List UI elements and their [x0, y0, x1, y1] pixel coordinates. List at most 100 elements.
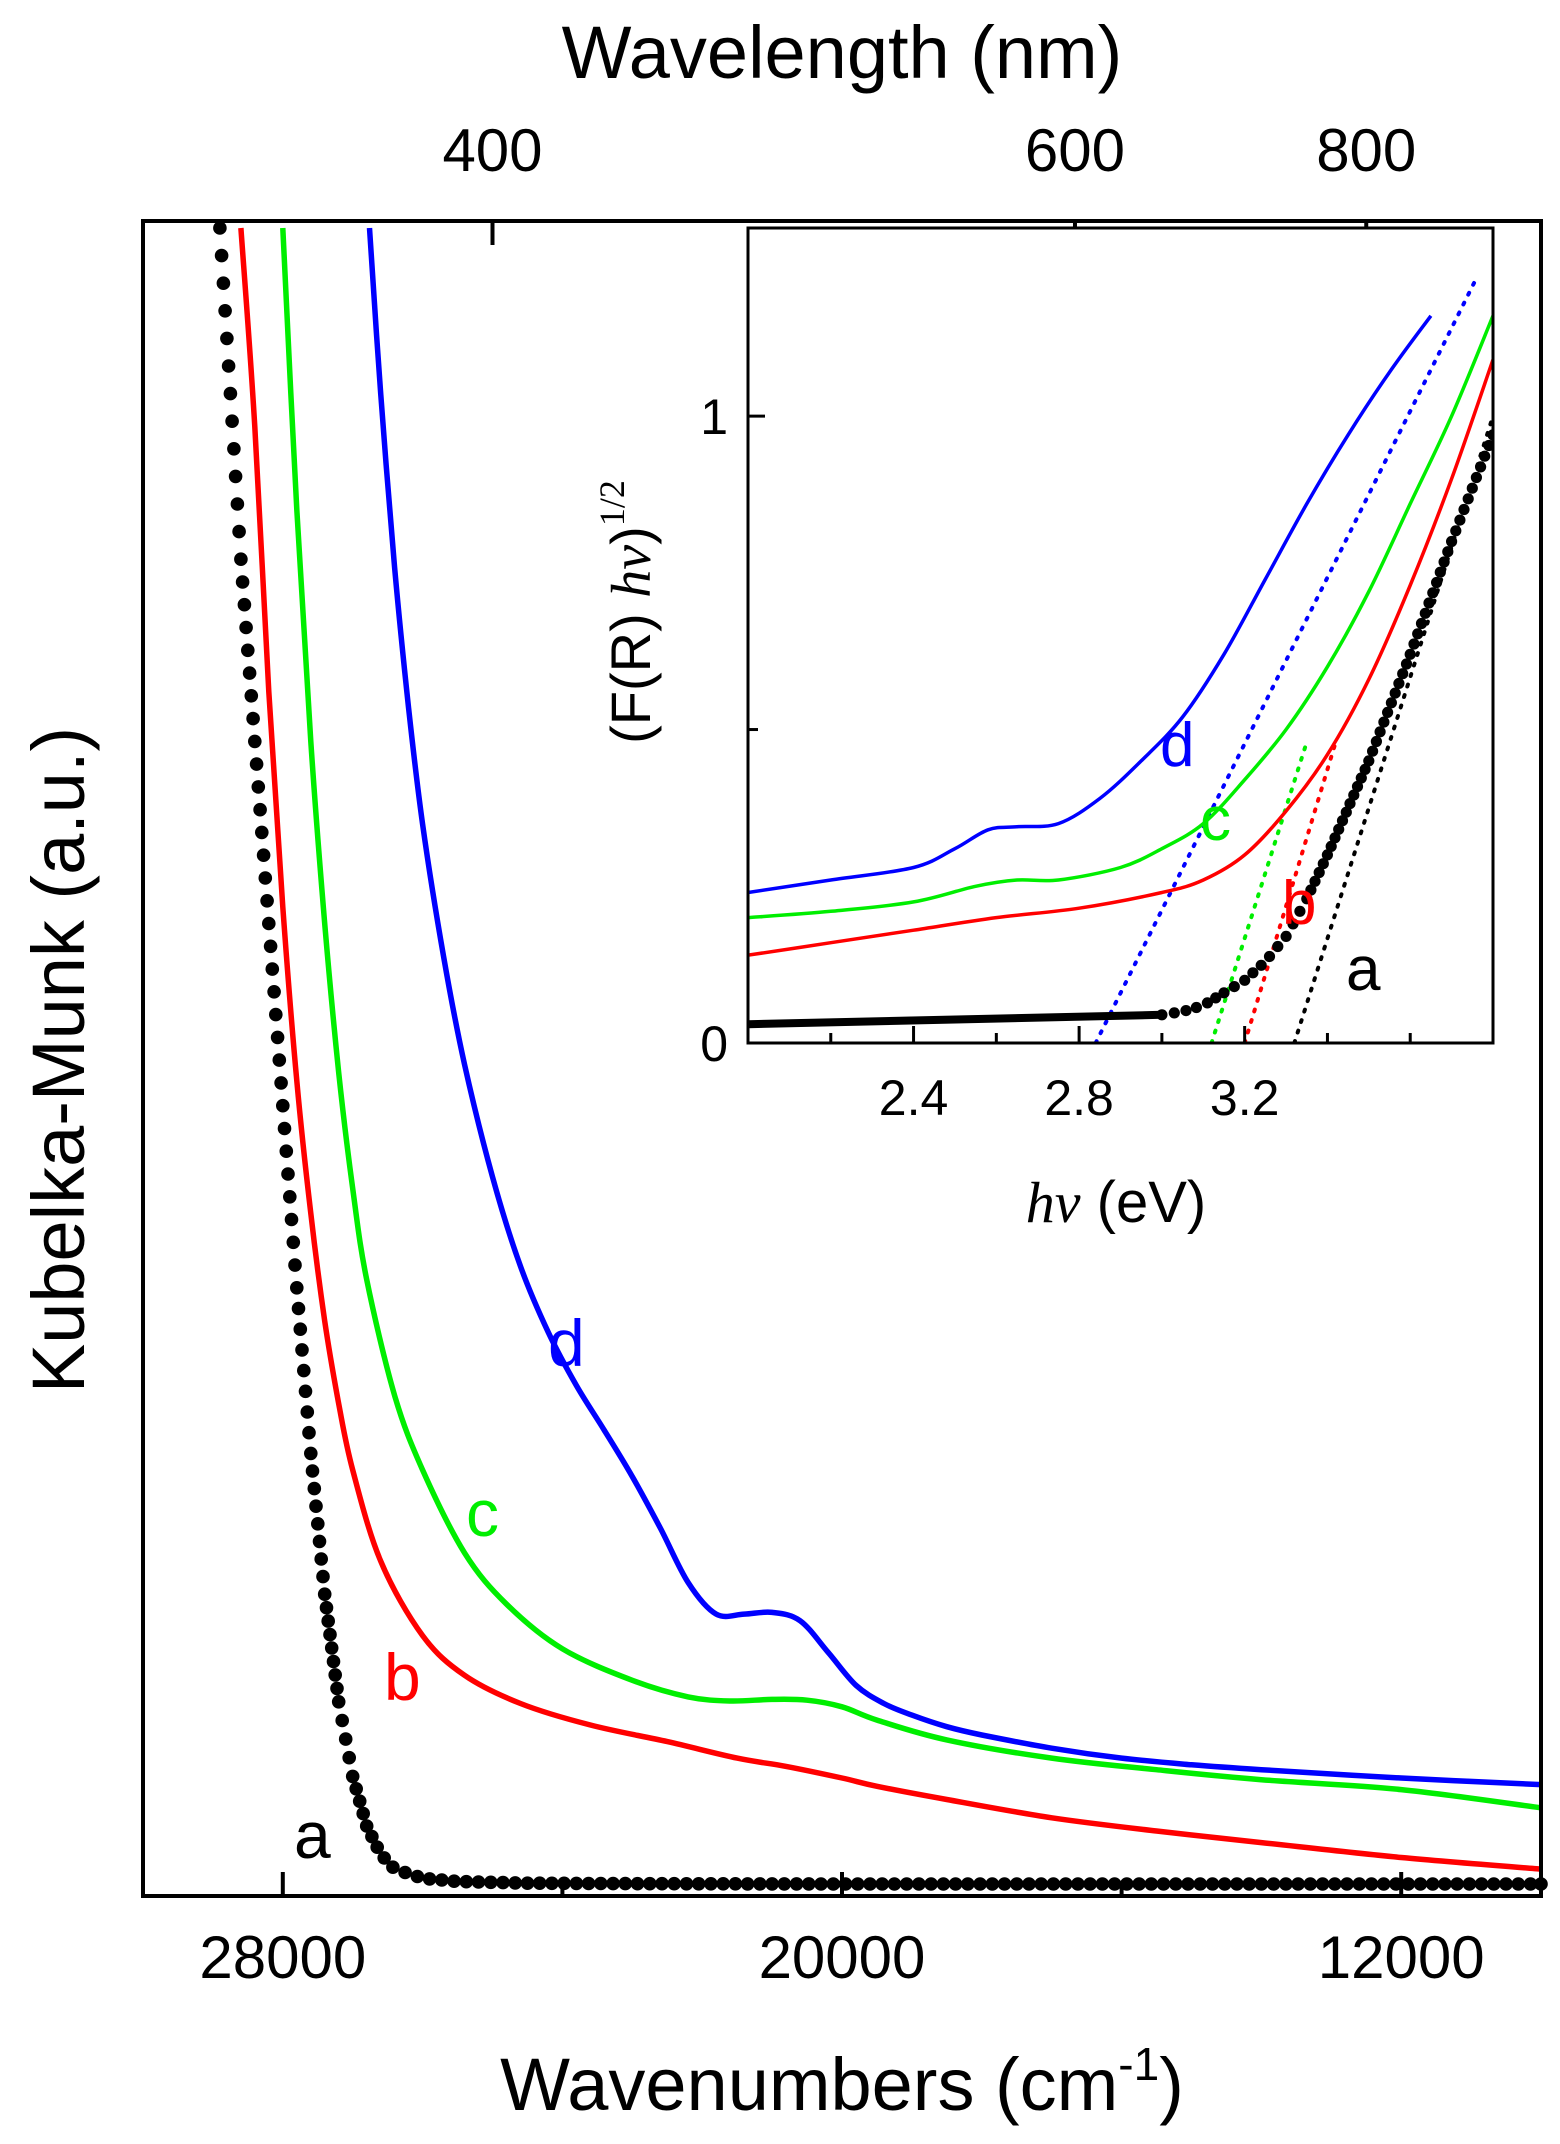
- series-a-point: [1095, 1877, 1110, 1891]
- curve-label-b: b: [384, 1640, 421, 1714]
- series-a-point: [352, 1794, 367, 1808]
- series-a-point: [997, 1877, 1012, 1891]
- series-a-point: [330, 1681, 344, 1696]
- series-a-point: [814, 1877, 828, 1891]
- series-a-point: [1156, 1877, 1171, 1891]
- series-a-point: [471, 1875, 486, 1889]
- inset-series-a-point: [1397, 668, 1409, 680]
- series-a-point: [295, 1343, 309, 1357]
- series-a-point: [253, 802, 267, 817]
- series-a-point: [1181, 1877, 1195, 1891]
- series-a-point: [249, 757, 264, 771]
- series-a-point: [1058, 1877, 1073, 1891]
- series-a-point: [290, 1281, 304, 1295]
- series-a-point: [286, 1235, 301, 1250]
- series-a-point: [1450, 1877, 1464, 1891]
- series-a-point: [237, 597, 252, 612]
- inset-series-a-point: [1351, 780, 1364, 793]
- series-a-point: [985, 1877, 1000, 1891]
- series-a-point: [704, 1877, 718, 1891]
- series-a-point: [335, 1713, 350, 1728]
- series-a-point: [254, 825, 269, 840]
- inset-x-axis-title: hν (eV): [1026, 1170, 1206, 1235]
- series-a-point: [435, 1873, 449, 1887]
- inset-x-tick-label: 3.2: [1210, 1070, 1280, 1126]
- inset-series-a-point: [1301, 893, 1313, 905]
- inset-series-a-point: [1385, 697, 1397, 709]
- inset-series-a-point: [1305, 884, 1317, 896]
- inset-series-a-point: [1228, 981, 1240, 993]
- series-a-point: [1303, 1877, 1318, 1891]
- inset-series-a-dots: [748, 429, 1493, 1029]
- series-a-point: [863, 1877, 877, 1891]
- x-tick-label: 28000: [199, 1924, 366, 1991]
- inset-x-axis-title-unit: (eV): [1081, 1170, 1207, 1235]
- inset-series-a-point: [1434, 566, 1446, 578]
- series-a-point: [1034, 1877, 1048, 1891]
- b-fit-line: [1242, 740, 1338, 1043]
- series-a-point: [284, 1212, 299, 1227]
- series-a-point: [270, 1030, 285, 1045]
- series-a-point: [300, 1405, 315, 1419]
- series-a-point: [213, 221, 227, 235]
- inset-plot: 2.4 2.8 3.2 0 1 hν (eV) (F(R) hν)1/2 a b c d: [592, 226, 1495, 1235]
- series-a-point: [655, 1876, 669, 1891]
- inset-series-a-point: [1367, 745, 1379, 757]
- series-a-point: [244, 689, 259, 703]
- series-a-point: [691, 1877, 706, 1891]
- series-a-point: [256, 848, 271, 862]
- inset-series-a-point: [1462, 493, 1474, 505]
- series-a-point: [220, 331, 234, 346]
- series-a-point: [777, 1877, 792, 1891]
- series-a-point: [1523, 1877, 1538, 1891]
- inset-series-a-point: [1454, 514, 1466, 526]
- inset-y-axis-title: (F(R) hν)1/2: [592, 480, 663, 744]
- inset-series-a-point: [1466, 482, 1478, 494]
- series-a-point: [265, 962, 280, 976]
- series-a-point: [311, 1517, 325, 1531]
- inset-series-a-point: [1393, 677, 1405, 690]
- bottom-axis-title: Wavenumbers (cm-1): [500, 2038, 1184, 2126]
- series-a-point: [1193, 1877, 1207, 1891]
- inset-series-a-point: [1329, 832, 1341, 844]
- series-a-point: [272, 1053, 287, 1067]
- inset-series-a-point: [1247, 967, 1259, 979]
- series-a-point: [297, 1363, 311, 1378]
- series-a-point: [274, 1076, 288, 1090]
- inset-series-a-point: [1483, 439, 1493, 452]
- series-a-point: [410, 1869, 425, 1884]
- series-a-point: [1242, 1877, 1256, 1891]
- series-a-point: [887, 1877, 902, 1891]
- inset-series-a-point: [1450, 525, 1462, 537]
- series-a-point: [1352, 1877, 1367, 1891]
- series-a-point: [581, 1876, 596, 1891]
- series-a-point: [323, 1627, 337, 1642]
- series-a-point: [1438, 1877, 1452, 1891]
- series-a-point: [630, 1876, 645, 1891]
- inset-plot-frame: [746, 226, 1495, 1045]
- inset-series-a-point: [1255, 959, 1267, 971]
- series-a-point: [594, 1876, 608, 1891]
- c-fit-line: [1209, 740, 1309, 1043]
- series-a-point: [912, 1877, 926, 1891]
- series-a-point: [1376, 1877, 1391, 1891]
- inset-series-a-point: [1446, 535, 1458, 548]
- series-a-point: [826, 1877, 841, 1891]
- x-tick-label: 20000: [759, 1924, 926, 1991]
- inset-y-axis-title-close: ): [599, 526, 662, 545]
- series-a-point: [277, 1121, 292, 1136]
- inset-series-a-point: [1321, 849, 1333, 861]
- series-a-point: [223, 386, 238, 401]
- inset-series-a-point: [1419, 607, 1431, 619]
- inset-x-axis-title-hv: hν: [1026, 1170, 1081, 1235]
- inset-series-a-point: [1412, 628, 1424, 640]
- series-a-point: [496, 1875, 510, 1890]
- series-a-point: [716, 1877, 730, 1891]
- series-a-point: [1413, 1877, 1428, 1891]
- series-a-point: [377, 1851, 392, 1865]
- main-series-group: [213, 221, 1548, 1891]
- series-a-point: [1328, 1877, 1342, 1891]
- series-a-point: [370, 1840, 385, 1854]
- inset-series-a-point: [1210, 992, 1222, 1004]
